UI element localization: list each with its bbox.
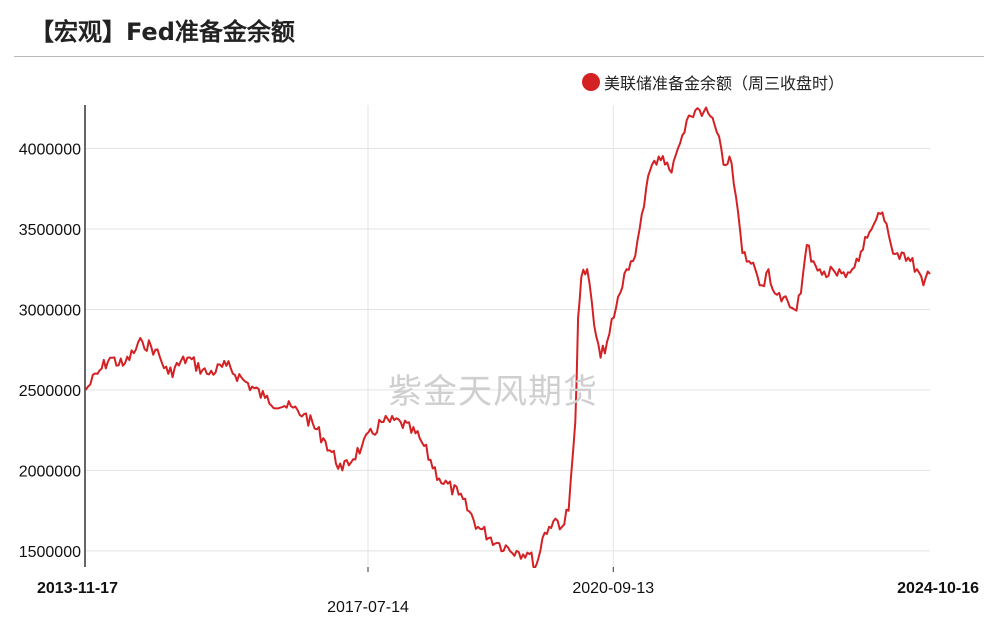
y-tick-label: 2500000 — [19, 383, 81, 400]
grid-layer — [85, 105, 930, 567]
title-divider — [14, 56, 984, 57]
chart-legend[interactable]: 美联储准备金余额（周三收盘时） — [582, 70, 844, 94]
x-tick-label: 2017-07-14 — [327, 599, 409, 616]
y-tick-label: 1500000 — [19, 544, 81, 561]
page-title: 【宏观】Fed准备金余额 — [30, 18, 295, 46]
x-tick-label: 2020-09-13 — [572, 580, 654, 597]
x-tick-label: 2024-10-16 — [897, 580, 979, 597]
series-layer — [84, 106, 931, 568]
y-tick-label: 3000000 — [19, 302, 81, 319]
y-tick-label: 2000000 — [19, 463, 81, 480]
axis-layer: 1500000 2000000 2500000 3000000 3500000 40000… — [19, 105, 979, 616]
y-tick-label: 3500000 — [19, 222, 81, 239]
series-line — [84, 106, 931, 568]
watermark: 紫金天风期货 — [388, 372, 598, 412]
legend-label: 美联储准备金余额（周三收盘时） — [604, 74, 845, 93]
legend-marker-icon — [582, 73, 600, 91]
y-tick-label: 4000000 — [19, 141, 81, 158]
x-tick-label: 2013-11-17 — [37, 580, 118, 597]
